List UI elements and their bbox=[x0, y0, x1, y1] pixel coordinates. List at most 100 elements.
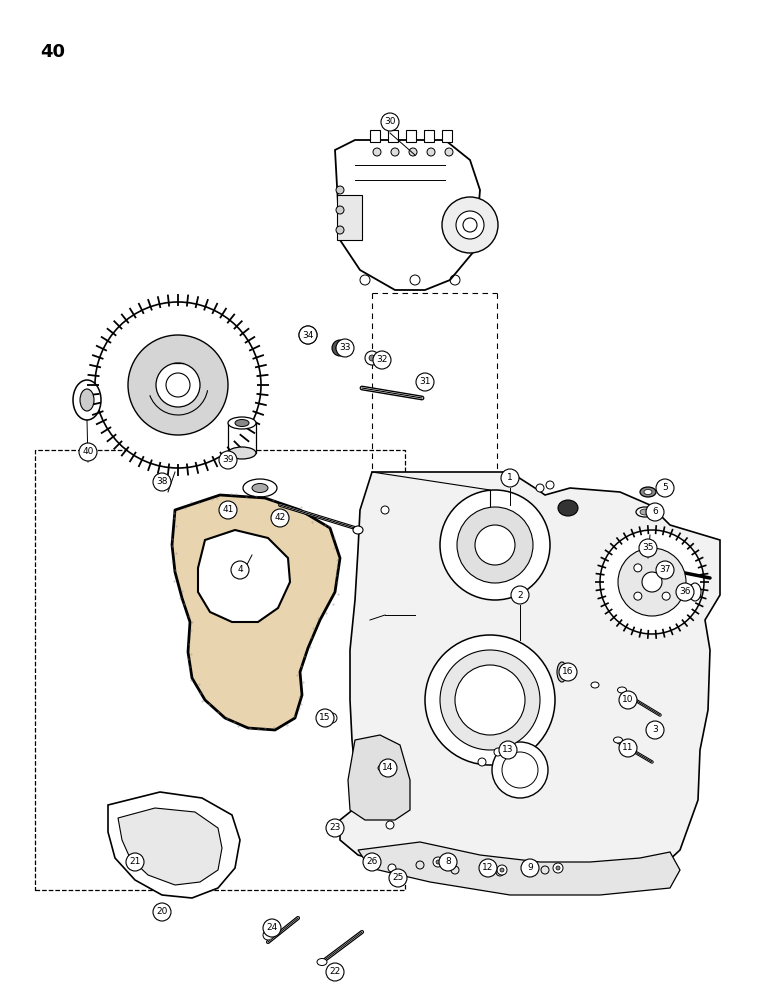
Bar bbox=[424, 130, 434, 142]
Bar bbox=[370, 130, 380, 142]
Ellipse shape bbox=[228, 417, 256, 429]
Circle shape bbox=[499, 741, 517, 759]
Circle shape bbox=[442, 197, 498, 253]
Circle shape bbox=[219, 501, 237, 519]
Circle shape bbox=[455, 665, 525, 735]
Text: 30: 30 bbox=[385, 117, 395, 126]
Text: 33: 33 bbox=[339, 344, 351, 353]
Circle shape bbox=[445, 148, 453, 156]
Circle shape bbox=[457, 507, 533, 583]
Ellipse shape bbox=[644, 489, 652, 494]
Circle shape bbox=[634, 564, 642, 572]
Circle shape bbox=[332, 340, 348, 356]
Bar bbox=[406, 130, 416, 142]
Polygon shape bbox=[335, 140, 480, 290]
Ellipse shape bbox=[80, 389, 94, 411]
Circle shape bbox=[336, 339, 354, 357]
Ellipse shape bbox=[614, 737, 622, 743]
Ellipse shape bbox=[689, 583, 701, 601]
Circle shape bbox=[494, 748, 502, 756]
Circle shape bbox=[156, 363, 200, 407]
Circle shape bbox=[409, 148, 417, 156]
Circle shape bbox=[511, 586, 529, 604]
Circle shape bbox=[373, 148, 381, 156]
Circle shape bbox=[153, 473, 171, 491]
Text: 37: 37 bbox=[659, 566, 671, 574]
Circle shape bbox=[366, 854, 374, 862]
Text: 25: 25 bbox=[392, 874, 404, 882]
Text: 24: 24 bbox=[267, 924, 278, 932]
Ellipse shape bbox=[252, 484, 268, 492]
Circle shape bbox=[153, 903, 171, 921]
Circle shape bbox=[440, 650, 540, 750]
Circle shape bbox=[475, 525, 515, 565]
Polygon shape bbox=[172, 495, 340, 730]
Circle shape bbox=[553, 863, 563, 873]
Circle shape bbox=[365, 351, 379, 365]
Ellipse shape bbox=[73, 380, 101, 420]
Circle shape bbox=[433, 857, 443, 867]
Text: 10: 10 bbox=[622, 696, 633, 704]
Circle shape bbox=[521, 859, 539, 877]
Circle shape bbox=[642, 572, 662, 592]
Circle shape bbox=[381, 506, 389, 514]
Circle shape bbox=[416, 373, 434, 391]
Circle shape bbox=[386, 821, 394, 829]
Circle shape bbox=[389, 869, 407, 887]
Text: 40: 40 bbox=[40, 43, 65, 61]
Ellipse shape bbox=[618, 687, 626, 693]
Polygon shape bbox=[198, 530, 290, 622]
Text: 32: 32 bbox=[376, 356, 388, 364]
Text: 16: 16 bbox=[562, 668, 574, 676]
Circle shape bbox=[336, 206, 344, 214]
Text: 31: 31 bbox=[420, 377, 431, 386]
Text: 26: 26 bbox=[367, 857, 378, 866]
Text: 36: 36 bbox=[679, 587, 691, 596]
Circle shape bbox=[271, 509, 289, 527]
Circle shape bbox=[536, 484, 544, 492]
Circle shape bbox=[379, 759, 397, 777]
Circle shape bbox=[646, 503, 664, 521]
Text: 9: 9 bbox=[527, 863, 533, 872]
Ellipse shape bbox=[235, 420, 249, 426]
Circle shape bbox=[316, 709, 334, 727]
Polygon shape bbox=[118, 808, 222, 885]
Circle shape bbox=[656, 479, 674, 497]
Circle shape bbox=[336, 226, 344, 234]
Circle shape bbox=[373, 351, 391, 369]
Circle shape bbox=[559, 663, 577, 681]
Circle shape bbox=[436, 860, 440, 864]
Text: 21: 21 bbox=[129, 857, 140, 866]
Bar bbox=[337, 195, 362, 240]
Text: 23: 23 bbox=[329, 824, 341, 832]
Polygon shape bbox=[340, 472, 720, 892]
Text: 22: 22 bbox=[329, 968, 341, 976]
Circle shape bbox=[391, 148, 399, 156]
Circle shape bbox=[662, 564, 670, 572]
Text: 13: 13 bbox=[502, 746, 514, 754]
Text: 4: 4 bbox=[237, 566, 243, 574]
Polygon shape bbox=[358, 842, 680, 895]
Circle shape bbox=[219, 451, 237, 469]
Text: 41: 41 bbox=[222, 506, 234, 514]
Ellipse shape bbox=[353, 526, 363, 534]
Circle shape bbox=[299, 326, 317, 344]
Text: 38: 38 bbox=[156, 478, 168, 487]
Circle shape bbox=[619, 691, 637, 709]
Circle shape bbox=[639, 539, 657, 557]
Text: 3: 3 bbox=[652, 726, 658, 734]
Circle shape bbox=[128, 335, 228, 435]
Circle shape bbox=[388, 864, 396, 872]
Ellipse shape bbox=[640, 509, 650, 515]
Bar bbox=[442, 130, 452, 142]
Circle shape bbox=[336, 186, 344, 194]
Circle shape bbox=[336, 344, 344, 352]
Ellipse shape bbox=[640, 487, 656, 497]
Circle shape bbox=[634, 592, 642, 600]
Ellipse shape bbox=[243, 479, 277, 497]
Text: 12: 12 bbox=[482, 863, 494, 872]
Bar bbox=[228, 423, 256, 453]
Text: 2: 2 bbox=[517, 590, 523, 599]
Circle shape bbox=[263, 919, 281, 937]
Circle shape bbox=[500, 868, 504, 872]
